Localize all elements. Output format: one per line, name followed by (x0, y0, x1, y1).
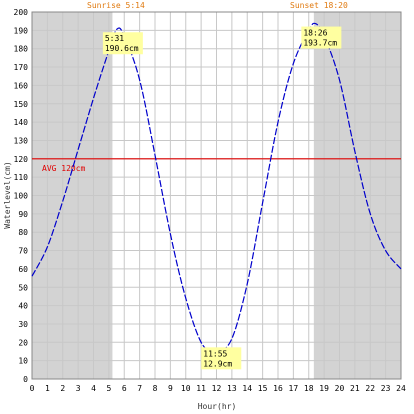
x-tick-label: 6 (122, 384, 127, 393)
x-tick-label: 0 (30, 384, 35, 393)
x-tick-label: 23 (381, 384, 391, 393)
y-tick-label: 110 (14, 173, 29, 182)
y-tick-label: 120 (14, 155, 29, 164)
x-tick-label: 24 (396, 384, 406, 393)
x-tick-label: 5 (106, 384, 111, 393)
y-tick-label: 140 (14, 118, 29, 127)
y-tick-label: 150 (14, 100, 29, 109)
plot-frame (31, 11, 402, 380)
x-tick-label: 3 (76, 384, 81, 393)
y-tick-label: 180 (14, 45, 29, 54)
x-tick-label: 1 (45, 384, 50, 393)
extreme-time-label: 18:26 (303, 29, 327, 38)
extreme-value-label: 193.7cm (303, 39, 337, 48)
extreme-time-label: 11:55 (203, 349, 227, 358)
extreme-time-label: 5:31 (105, 34, 124, 43)
x-tick-label: 13 (227, 384, 237, 393)
x-tick-label: 17 (289, 384, 299, 393)
y-tick-label: 30 (18, 320, 28, 329)
x-tick-label: 15 (258, 384, 268, 393)
y-tick-label: 100 (14, 192, 29, 201)
y-tick-label: 10 (18, 357, 28, 366)
x-tick-label: 10 (181, 384, 191, 393)
y-tick-label: 70 (18, 247, 28, 256)
x-tick-label: 16 (273, 384, 283, 393)
y-tick-label: 190 (14, 26, 29, 35)
x-tick-label: 14 (242, 384, 252, 393)
extreme-value-label: 190.6cm (105, 44, 139, 53)
x-tick-label: 4 (91, 384, 96, 393)
plot-area: 0 1 2 3 4 5 6 7 8 9 10 11 12 13 14 15 16 17 18 19 20 21 22 23 24… (14, 8, 406, 393)
extreme-value-label: 12.9cm (203, 359, 232, 368)
x-tick-label: 21 (350, 384, 360, 393)
y-tick-label: 200 (14, 8, 29, 17)
y-tick-label: 90 (18, 210, 28, 219)
extreme-label-box (102, 32, 143, 55)
x-tick-label: 18 (304, 384, 314, 393)
y-tick-label: 40 (18, 302, 28, 311)
x-tick-label: 19 (319, 384, 329, 393)
y-tick-label: 130 (14, 136, 29, 145)
x-tick-label: 8 (153, 384, 158, 393)
y-tick-label: 20 (18, 338, 28, 347)
x-tick-label: 20 (335, 384, 345, 393)
y-tick-label: 170 (14, 63, 29, 72)
x-tick-label: 7 (137, 384, 142, 393)
average-label: AVG 120cm (42, 164, 86, 173)
sunset-label: Sunset 18:20 (290, 1, 348, 10)
y-tick-label: 60 (18, 265, 28, 274)
y-tick-label: 80 (18, 228, 28, 237)
x-tick-label: 2 (60, 384, 65, 393)
x-tick-label: 12 (212, 384, 222, 393)
y-tick-label: 50 (18, 283, 28, 292)
extreme-label-box (201, 347, 242, 370)
x-tick-label: 22 (365, 384, 375, 393)
x-axis-label: Hour(hr) (198, 402, 237, 411)
y-tick-label: 160 (14, 81, 29, 90)
y-tick-label: 0 (23, 375, 28, 384)
extreme-label-box (301, 26, 342, 49)
x-tick-label: 9 (168, 384, 173, 393)
y-axis-label: Waterlevel(cm) (3, 161, 12, 228)
sunrise-label: Sunrise 5:14 (87, 1, 145, 10)
x-tick-label: 11 (196, 384, 206, 393)
